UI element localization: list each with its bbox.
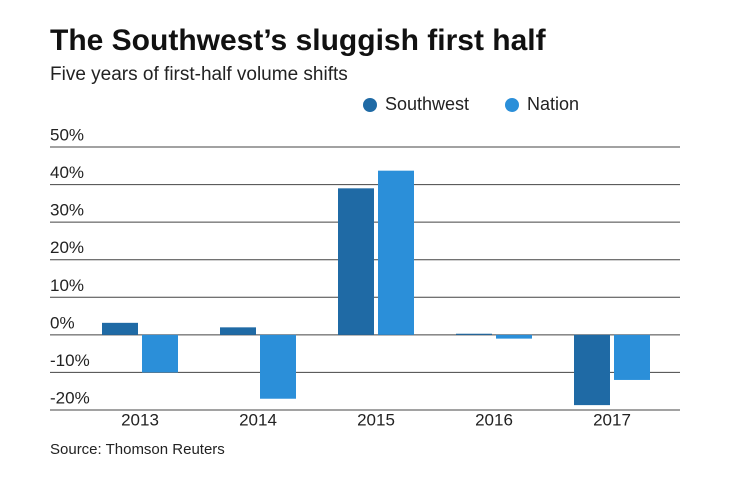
chart-title: The Southwest’s sluggish first half bbox=[50, 24, 547, 57]
y-tick-label: 0% bbox=[50, 313, 75, 332]
legend-label: Southwest bbox=[385, 94, 469, 114]
x-tick-label: 2016 bbox=[475, 410, 513, 429]
x-tick-label: 2017 bbox=[593, 410, 631, 429]
bar bbox=[614, 334, 650, 380]
bar bbox=[574, 334, 610, 406]
source-note: Source: Thomson Reuters bbox=[50, 441, 225, 458]
bar bbox=[220, 327, 256, 335]
bar bbox=[102, 322, 138, 335]
y-tick-label: 20% bbox=[50, 238, 84, 257]
y-tick-label: 30% bbox=[50, 201, 84, 220]
bar bbox=[456, 333, 492, 335]
legend-label: Nation bbox=[527, 94, 579, 114]
bar bbox=[496, 334, 532, 339]
legend-marker bbox=[363, 98, 377, 112]
bar bbox=[338, 188, 374, 335]
bar bbox=[260, 334, 296, 399]
x-tick-label: 2013 bbox=[121, 410, 159, 429]
bar bbox=[378, 170, 414, 335]
x-tick-label: 2015 bbox=[357, 410, 395, 429]
y-tick-label: -20% bbox=[50, 388, 90, 407]
y-tick-label: -10% bbox=[50, 351, 90, 370]
bar bbox=[142, 334, 178, 373]
chart-subtitle: Five years of first-half volume shifts bbox=[50, 64, 348, 85]
y-tick-label: 40% bbox=[50, 163, 84, 182]
y-tick-label: 10% bbox=[50, 276, 84, 295]
y-tick-label: 50% bbox=[50, 125, 84, 144]
x-tick-label: 2014 bbox=[239, 410, 277, 429]
legend-marker bbox=[505, 98, 519, 112]
